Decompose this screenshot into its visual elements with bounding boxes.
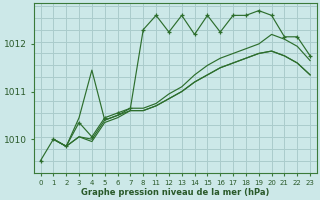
X-axis label: Graphe pression niveau de la mer (hPa): Graphe pression niveau de la mer (hPa): [81, 188, 269, 197]
